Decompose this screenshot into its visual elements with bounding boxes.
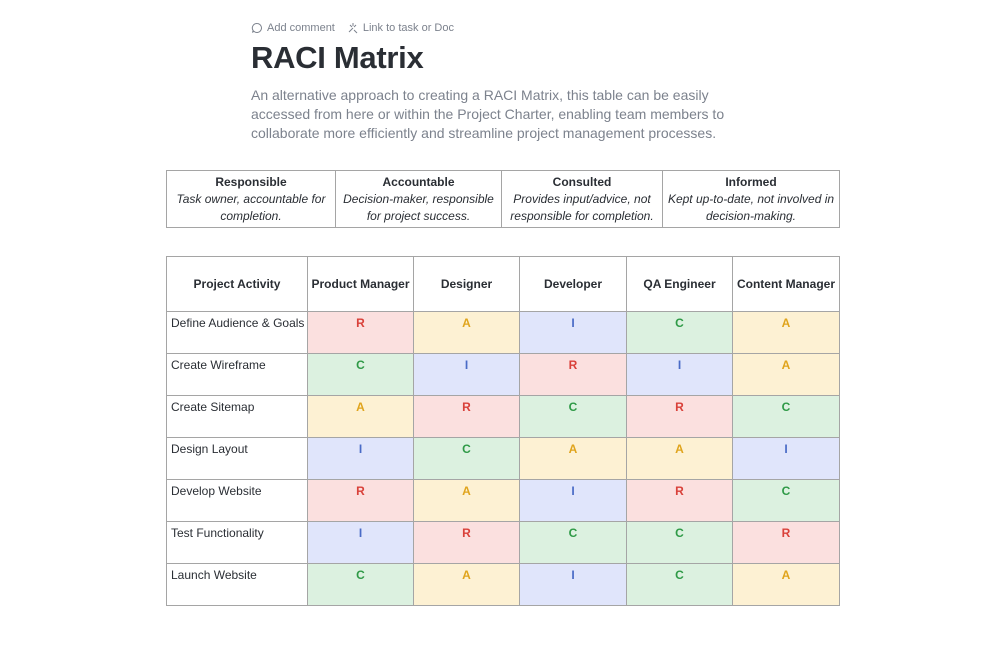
raci-table: Project Activity Product Manager Designer D… <box>166 256 840 606</box>
raci-cell: C <box>307 563 414 606</box>
legend-cell: Consulted Provides input/advice, not resp… <box>501 170 663 228</box>
table-row: Develop Website R A I R C <box>166 479 840 522</box>
legend-table: Responsible Task owner, accountable for c… <box>166 170 840 228</box>
column-header: Product Manager <box>307 256 414 312</box>
table-row: Create Wireframe C I R I A <box>166 353 840 396</box>
raci-cell: C <box>519 521 627 564</box>
raci-cell: I <box>519 311 627 354</box>
raci-cell: C <box>519 395 627 438</box>
activity: Define Audience & Goals <box>166 311 308 354</box>
column-header: Designer <box>413 256 520 312</box>
activity: Launch Website <box>166 563 308 606</box>
legend-title: Responsible <box>215 175 287 189</box>
description: An alternative approach to creating a RA… <box>251 87 725 141</box>
raci-cell: I <box>307 521 414 564</box>
column-header: Developer <box>519 256 627 312</box>
column-header: QA Engineer <box>626 256 733 312</box>
raci-cell: I <box>413 353 520 396</box>
legend-cell: Responsible Task owner, accountable for c… <box>166 170 336 228</box>
toolbar: Add comment Link to task or Doc <box>251 22 454 34</box>
legend-cell: Informed Kept up-to-date, not involved in… <box>662 170 840 228</box>
raci-cell: R <box>413 395 520 438</box>
raci-cell: A <box>413 479 520 522</box>
raci-cell: A <box>519 437 627 480</box>
add-comment-label: Add comment <box>267 22 335 34</box>
raci-cell: C <box>732 395 840 438</box>
raci-cell: C <box>732 479 840 522</box>
raci-cell: R <box>626 479 733 522</box>
activity: Design Layout <box>166 437 308 480</box>
raci-cell: I <box>307 437 414 480</box>
raci-cell: I <box>626 353 733 396</box>
raci-cell: R <box>626 395 733 438</box>
column-header: Content Manager <box>732 256 840 312</box>
raci-cell: C <box>626 521 733 564</box>
raci-cell: C <box>413 437 520 480</box>
legend-text: Task owner, accountable for completion. <box>176 192 326 223</box>
column-header: Project Activity <box>166 256 308 312</box>
raci-cell: A <box>732 563 840 606</box>
legend-title: Informed <box>725 175 777 189</box>
activity: Develop Website <box>166 479 308 522</box>
table-row: Create Sitemap A R C R C <box>166 395 840 438</box>
raci-cell: A <box>413 311 520 354</box>
legend-title: Accountable <box>382 175 455 189</box>
legend-text: Provides input/advice, not responsible f… <box>510 192 654 223</box>
link-task-label: Link to task or Doc <box>362 22 454 34</box>
activity: Test Functionality <box>166 521 308 564</box>
activity: Create Wireframe <box>166 353 308 396</box>
legend-cell: Accountable Decision-maker, responsible f… <box>335 170 502 228</box>
legend-text: Kept up-to-date, not involved in decisio… <box>667 192 835 223</box>
raci-cell: I <box>519 479 627 522</box>
raci-cell: A <box>732 311 840 354</box>
raci-cell: R <box>732 521 840 564</box>
raci-cell: I <box>519 563 627 606</box>
raci-cell: A <box>732 353 840 396</box>
link-task[interactable]: Link to task or Doc <box>347 22 454 34</box>
header-row: Project Activity Product Manager Designer D… <box>166 256 840 312</box>
table-row: Launch Website C A I C A <box>166 563 840 606</box>
page-title: RACI Matrix <box>251 40 424 75</box>
comment-icon <box>251 22 262 33</box>
raci-cell: C <box>626 311 733 354</box>
add-comment[interactable]: Add comment <box>251 22 335 34</box>
raci-cell: R <box>519 353 627 396</box>
legend-row: Responsible Task owner, accountable for c… <box>166 170 840 228</box>
raci-cell: C <box>626 563 733 606</box>
raci-cell: A <box>413 563 520 606</box>
table-row: Define Audience & Goals R A I C A <box>166 311 840 354</box>
raci-cell: R <box>413 521 520 564</box>
raci-cell: A <box>626 437 733 480</box>
table-row: Test Functionality I R C C R <box>166 521 840 564</box>
raci-cell: R <box>307 311 414 354</box>
raci-cell: A <box>307 395 414 438</box>
raci-cell: C <box>307 353 414 396</box>
table-row: Design Layout I C A A I <box>166 437 840 480</box>
legend-title: Consulted <box>552 175 612 189</box>
legend-text: Decision-maker, responsible for project … <box>343 192 494 223</box>
link-icon <box>348 23 358 34</box>
raci-cell: I <box>732 437 840 480</box>
raci-cell: R <box>307 479 414 522</box>
activity: Create Sitemap <box>166 395 308 438</box>
